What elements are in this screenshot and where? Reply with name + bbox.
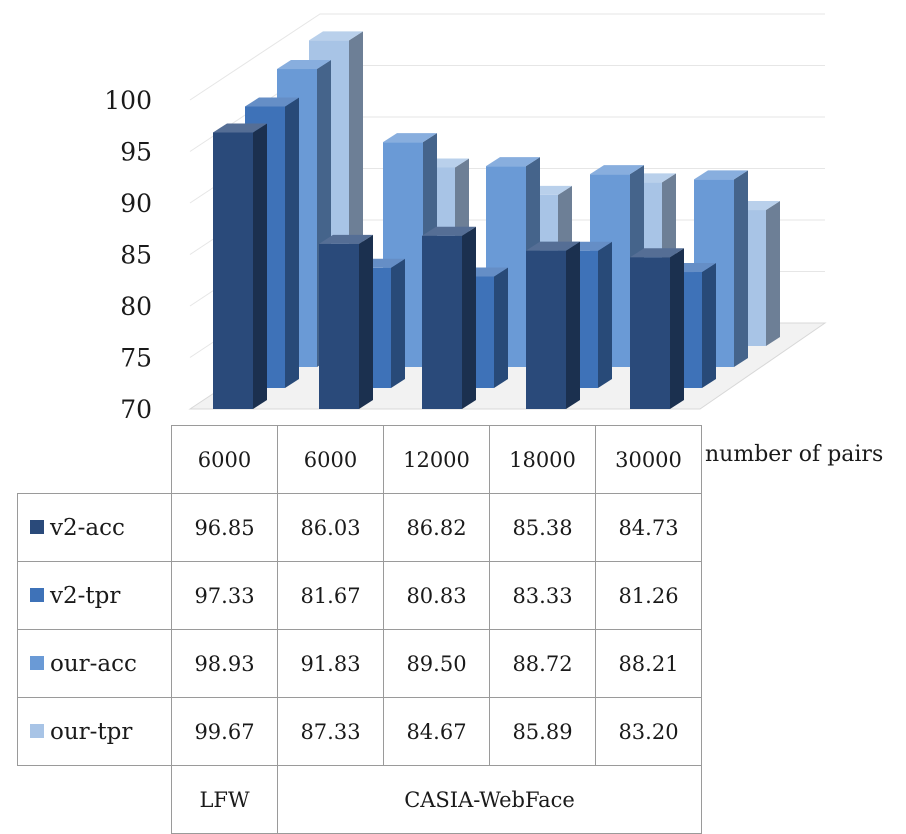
y-tick-label: 90 bbox=[120, 189, 152, 218]
data-label: 83.20 bbox=[595, 697, 702, 766]
corner-cell bbox=[18, 426, 172, 494]
bar bbox=[526, 241, 580, 409]
legend-swatch bbox=[30, 587, 44, 602]
legend-label: v2-acc bbox=[50, 514, 125, 541]
x-tick-label: 12000 bbox=[383, 425, 490, 494]
y-tick-label: 100 bbox=[104, 86, 152, 115]
corner-cell bbox=[18, 766, 172, 834]
y-tick-label: 80 bbox=[120, 292, 152, 321]
data-label: 84.67 bbox=[383, 697, 490, 766]
group-row: LFW CASIA-WebFace bbox=[18, 765, 702, 834]
bar bbox=[422, 226, 476, 409]
data-label: 88.72 bbox=[489, 629, 596, 698]
bar bbox=[630, 248, 684, 409]
data-label: 99.67 bbox=[171, 697, 278, 766]
data-label: 86.82 bbox=[383, 493, 490, 562]
legend-swatch bbox=[30, 519, 44, 534]
bar bbox=[319, 234, 373, 409]
legend-label: our-tpr bbox=[50, 718, 133, 745]
legend-entry: v2-tpr bbox=[17, 561, 172, 630]
data-label: 87.33 bbox=[277, 697, 384, 766]
data-label: 83.33 bbox=[489, 561, 596, 630]
legend-swatch bbox=[30, 723, 44, 738]
data-label: 81.26 bbox=[595, 561, 702, 630]
series-row: v2-tpr 97.33 81.67 80.83 83.33 81.26 bbox=[17, 561, 702, 630]
data-label: 97.33 bbox=[171, 561, 278, 630]
legend-entry: our-acc bbox=[17, 629, 172, 698]
x-tick-label: 6000 bbox=[171, 425, 278, 494]
series-row: v2-acc 96.85 86.03 86.82 85.38 84.73 bbox=[17, 493, 702, 562]
x-tick-label: 6000 bbox=[277, 425, 384, 494]
y-tick-label: 95 bbox=[120, 138, 152, 167]
legend-entry: v2-acc bbox=[17, 493, 172, 562]
data-table: 6000 6000 12000 18000 30000 v2-acc 96.85… bbox=[17, 425, 702, 834]
data-label: 96.85 bbox=[171, 493, 278, 562]
group-label: CASIA-WebFace bbox=[277, 765, 702, 834]
y-tick-label: 85 bbox=[120, 241, 152, 270]
gridline bbox=[189, 13, 825, 101]
data-label: 85.38 bbox=[489, 493, 596, 562]
data-label: 85.89 bbox=[489, 697, 596, 766]
group-label: LFW bbox=[171, 765, 278, 834]
x-tick-label: 30000 bbox=[595, 425, 702, 494]
legend-swatch bbox=[30, 655, 44, 670]
data-label: 80.83 bbox=[383, 561, 490, 630]
y-tick-label: 75 bbox=[120, 344, 152, 373]
data-label: 89.50 bbox=[383, 629, 490, 698]
data-label: 81.67 bbox=[277, 561, 384, 630]
series-row: our-acc 98.93 91.83 89.50 88.72 88.21 bbox=[17, 629, 702, 698]
data-label: 86.03 bbox=[277, 493, 384, 562]
legend-entry: our-tpr bbox=[17, 697, 172, 766]
y-tick-label: 70 bbox=[120, 395, 152, 424]
bar bbox=[213, 123, 267, 409]
series-row: our-tpr 99.67 87.33 84.67 85.89 83.20 bbox=[17, 697, 702, 766]
data-label: 91.83 bbox=[277, 629, 384, 698]
legend-label: v2-tpr bbox=[50, 582, 121, 609]
y-axis: 70 75 80 85 90 95 100 bbox=[104, 86, 152, 424]
data-label: 98.93 bbox=[171, 629, 278, 698]
x-tick-label: 18000 bbox=[489, 425, 596, 494]
data-label: 88.21 bbox=[595, 629, 702, 698]
x-axis-label: number of pairs bbox=[705, 442, 884, 467]
chart-bars bbox=[213, 31, 780, 409]
data-label: 84.73 bbox=[595, 493, 702, 562]
legend-label: our-acc bbox=[50, 650, 137, 677]
category-row: 6000 6000 12000 18000 30000 bbox=[18, 425, 702, 494]
